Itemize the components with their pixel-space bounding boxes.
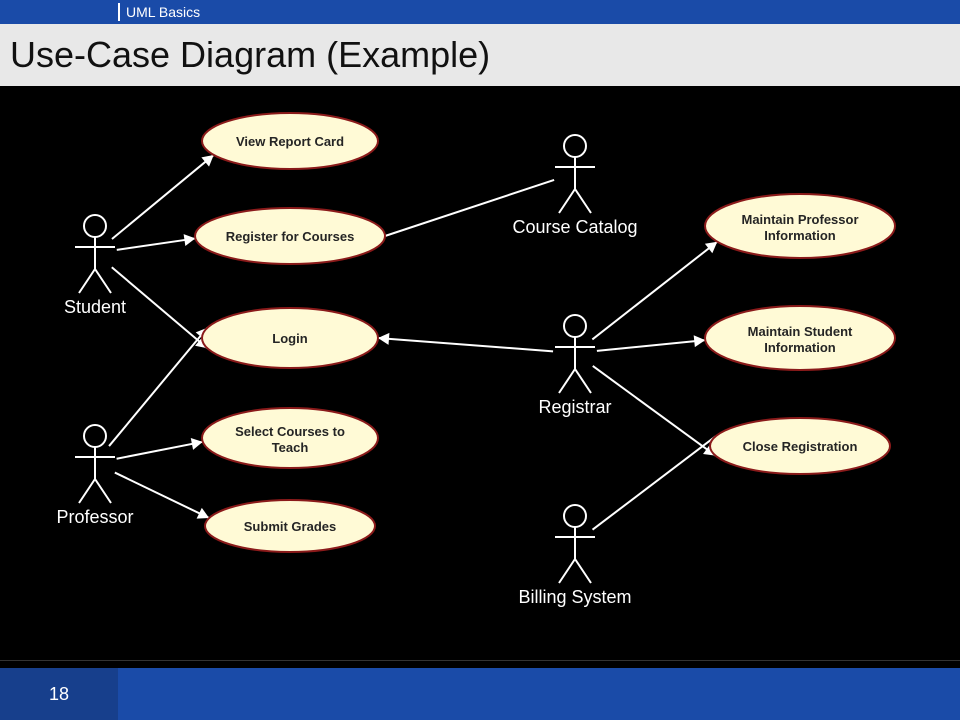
arrowhead-icon — [184, 234, 196, 246]
svg-text:Information: Information — [764, 228, 836, 243]
svg-text:Submit Grades: Submit Grades — [244, 519, 336, 534]
footer-bar: 18 — [0, 668, 960, 720]
use-case-register: Register for Courses — [195, 208, 385, 264]
edge — [117, 238, 196, 249]
page-number: 18 — [49, 684, 69, 705]
svg-text:Maintain Student: Maintain Student — [748, 324, 853, 339]
arrowhead-icon — [378, 333, 389, 345]
edge — [117, 442, 203, 459]
edge — [593, 436, 716, 529]
edge — [112, 267, 208, 348]
svg-text:View Report Card: View Report Card — [236, 134, 344, 149]
header-bar: UML Basics — [0, 0, 960, 24]
edge — [112, 155, 214, 239]
svg-text:Register for Courses: Register for Courses — [226, 229, 355, 244]
use-case-select: Select Courses toTeach — [202, 408, 378, 468]
use-case-close_reg: Close Registration — [710, 418, 890, 474]
edge — [597, 340, 705, 351]
svg-text:Login: Login — [272, 331, 307, 346]
svg-text:Information: Information — [764, 340, 836, 355]
edge — [378, 338, 553, 351]
actor-label-student: Student — [64, 297, 126, 317]
actor-label-registrar: Registrar — [538, 397, 611, 417]
actor-label-professor: Professor — [56, 507, 133, 527]
actor-student: Student — [64, 215, 126, 317]
svg-text:Select Courses to: Select Courses to — [235, 424, 345, 439]
breadcrumb: UML Basics — [118, 3, 200, 21]
svg-text:Close Registration: Close Registration — [743, 439, 858, 454]
title-band: Use-Case Diagram (Example) — [0, 24, 960, 86]
edge — [109, 328, 207, 446]
divider — [0, 660, 960, 668]
actor-registrar: Registrar — [538, 315, 611, 417]
arrowhead-icon — [694, 335, 706, 347]
use-case-diagram: Student Professor Course Catalog Registrar B… — [0, 86, 960, 668]
page-title: Use-Case Diagram (Example) — [10, 34, 490, 76]
actor-label-catalog: Course Catalog — [512, 217, 637, 237]
use-case-maint_stu: Maintain StudentInformation — [705, 306, 895, 370]
svg-text:Maintain Professor: Maintain Professor — [741, 212, 858, 227]
svg-text:Teach: Teach — [272, 440, 309, 455]
use-case-view_report: View Report Card — [202, 113, 378, 169]
actor-label-billing: Billing System — [518, 587, 631, 607]
edge — [592, 242, 717, 340]
use-case-maint_prof: Maintain ProfessorInformation — [705, 194, 895, 258]
actor-billing: Billing System — [518, 505, 631, 607]
use-case-login: Login — [202, 308, 378, 368]
arrowhead-icon — [705, 242, 717, 254]
arrowhead-icon — [191, 438, 203, 450]
actor-catalog: Course Catalog — [512, 135, 637, 237]
page-number-box: 18 — [0, 668, 118, 720]
use-case-submit: Submit Grades — [205, 500, 375, 552]
